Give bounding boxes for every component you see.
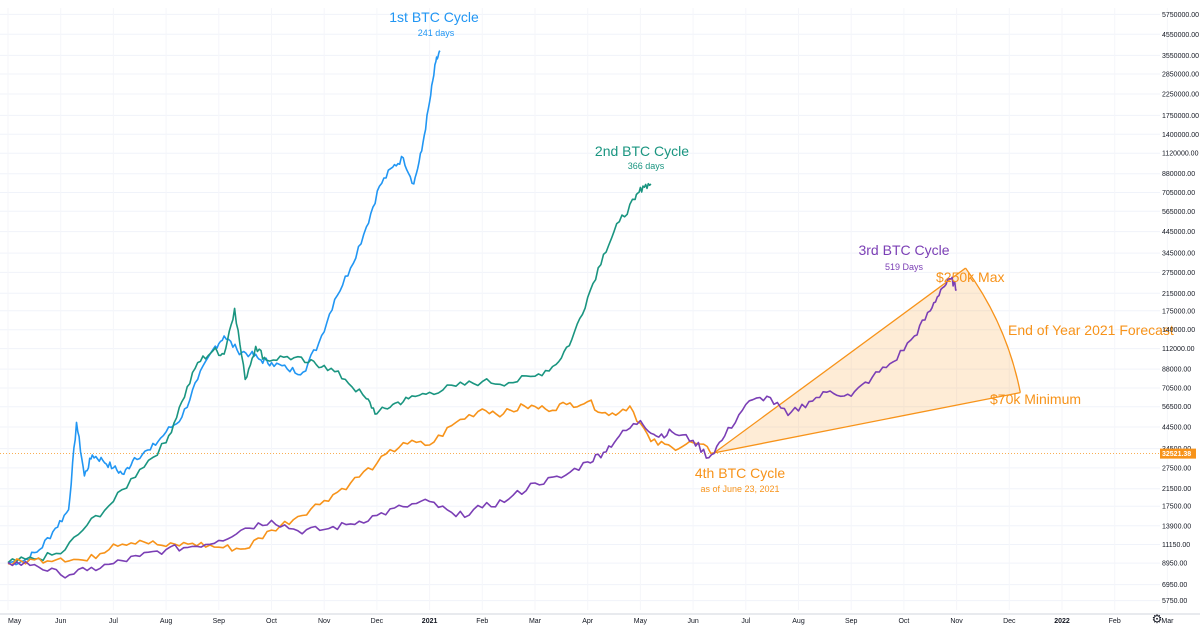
y-tick-label: 2850000.00 [1162, 71, 1199, 78]
y-tick-label: 565000.00 [1162, 209, 1195, 216]
cycle-3-subtitle: 519 Days [885, 262, 924, 272]
x-tick-label: Nov [950, 618, 963, 625]
x-tick-label: Feb [476, 618, 488, 625]
y-tick-label: 345000.00 [1162, 251, 1195, 258]
x-tick-label: Jun [55, 618, 66, 625]
y-tick-label: 27500.00 [1162, 465, 1191, 472]
x-tick-label: Nov [318, 618, 331, 625]
y-tick-label: 70500.00 [1162, 385, 1191, 392]
series-line-1 [7, 50, 441, 566]
cycle-2-subtitle: 366 days [628, 161, 665, 171]
series-lines [7, 50, 958, 579]
current-price-tag-bg [1160, 448, 1196, 459]
cycle-1-subtitle: 241 days [418, 28, 455, 38]
y-tick-label: 8950.00 [1162, 561, 1187, 568]
y-tick-label: 88000.00 [1162, 367, 1191, 374]
y-tick-label: 215000.00 [1162, 291, 1195, 298]
x-tick-label: 2022 [1054, 618, 1070, 625]
x-tick-label: Mar [1161, 618, 1174, 625]
y-tick-label: 6950.00 [1162, 582, 1187, 589]
series-line-3 [7, 399, 715, 566]
x-tick-label: Mar [529, 618, 542, 625]
series-line-2 [7, 182, 652, 564]
y-tick-label: 140000.00 [1162, 327, 1195, 334]
x-tick-label: 2021 [422, 618, 438, 625]
y-tick-label: 705000.00 [1162, 190, 1195, 197]
x-tick-label: May [634, 618, 648, 625]
y-tick-label: 2250000.00 [1162, 92, 1199, 99]
forecast-cone [713, 267, 1021, 454]
y-tick-label: 44500.00 [1162, 424, 1191, 431]
series-line-4 [7, 276, 958, 579]
x-tick-label: Dec [371, 618, 384, 625]
y-tick-label: 1400000.00 [1162, 132, 1199, 139]
y-tick-label: 11150.00 [1162, 542, 1190, 549]
x-tick-label: Jun [687, 618, 698, 625]
cycle-4-subtitle: as of June 23, 2021 [700, 484, 779, 494]
settings-gear-icon[interactable]: ⚙ [1151, 612, 1163, 626]
x-tick-label: Jul [741, 618, 750, 625]
x-tick-label: Aug [160, 618, 173, 625]
y-tick-label: 21500.00 [1162, 486, 1191, 493]
x-tick-label: Jul [109, 618, 118, 625]
x-tick-label: May [8, 618, 22, 625]
cycle-3-title: 3rd BTC Cycle [858, 242, 949, 258]
y-tick-label: 5750000.00 [1162, 12, 1199, 19]
y-axis: 5750.00 6950.00 8950.00 11150.00 13900.00 175… [1162, 12, 1199, 605]
current-price-tag: 32521.38 [1160, 448, 1196, 459]
x-tick-label: Sep [845, 618, 858, 625]
forecast-area [714, 268, 1021, 453]
y-tick-label: 13900.00 [1162, 523, 1191, 530]
y-tick-label: 175000.00 [1162, 308, 1195, 315]
y-tick-label: 1120000.00 [1162, 151, 1199, 158]
y-tick-label: 275000.00 [1162, 270, 1195, 277]
cycle-2-title: 2nd BTC Cycle [595, 143, 689, 159]
x-tick-label: Dec [1003, 618, 1016, 625]
x-tick-label: Apr [582, 618, 594, 625]
forecast-lower-edge [714, 391, 1021, 454]
forecast-title: End of Year 2021 Forecast [1008, 322, 1174, 338]
y-tick-label: 3550000.00 [1162, 53, 1199, 60]
x-tick-label: Sep [213, 618, 226, 625]
y-tick-label: 17500.00 [1162, 504, 1191, 511]
x-tick-label: Aug [792, 618, 805, 625]
cycle-4-title: 4th BTC Cycle [695, 465, 785, 481]
y-tick-label: 880000.00 [1162, 171, 1195, 178]
y-tick-label: 112000.00 [1162, 346, 1195, 353]
forecast-min-label: $70k Minimum [990, 391, 1081, 407]
y-tick-label: 1750000.00 [1162, 113, 1199, 120]
x-tick-label: Oct [266, 618, 277, 625]
forecast-upper-edge [713, 267, 966, 454]
y-tick-label: 4550000.00 [1162, 32, 1199, 39]
gridlines [0, 8, 1168, 610]
forecast-max-label: $250k Max [936, 269, 1004, 285]
y-tick-label: 56500.00 [1162, 404, 1191, 411]
cycle-1-title: 1st BTC Cycle [389, 9, 479, 25]
x-tick-label: Oct [898, 618, 909, 625]
y-tick-label: 5750.00 [1162, 598, 1187, 605]
forecast-arc [965, 267, 1021, 393]
current-price-value: 32521.38 [1162, 451, 1191, 458]
x-axis: May Jun Jul Aug Sep Oct Nov Dec 2021 Feb Mar Apr May… [0, 613, 1200, 625]
y-tick-label: 445000.00 [1162, 229, 1195, 236]
x-tick-label: Feb [1109, 618, 1121, 625]
